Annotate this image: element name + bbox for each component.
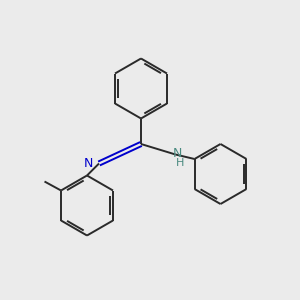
Text: H: H (176, 158, 184, 168)
Text: N: N (172, 146, 182, 160)
Text: N: N (84, 157, 94, 170)
